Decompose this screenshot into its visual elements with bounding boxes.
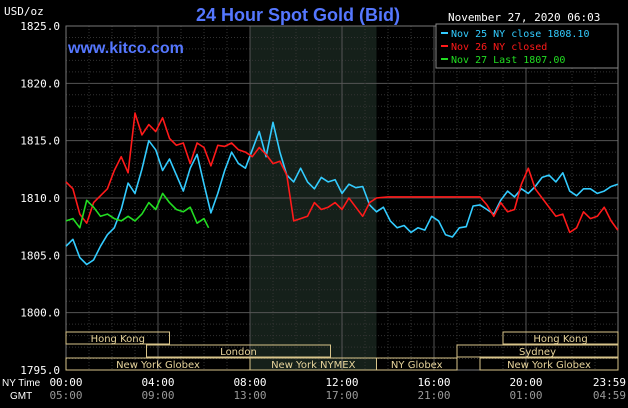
y-axis-unit-label: USD/oz [4, 5, 44, 18]
x-tick-label-ny: 16:00 [417, 376, 450, 389]
session-bar [479, 357, 619, 371]
y-tick-label: 1820.0 [20, 77, 60, 90]
trading-sessions: Hong Kong London New York Globex New York N… [65, 331, 619, 371]
legend-entry: Nov 25 NY close 1808.10 [451, 29, 589, 40]
legend-entry: Nov 27 Last 1807.00 [451, 55, 565, 66]
y-tick-label: 1825.0 [20, 20, 60, 33]
x-axis-tick-labels: 00:00 04:00 08:00 12:00 16:00 20:00 23:59 05:00… [49, 376, 626, 402]
chart-title: 24 Hour Spot Gold (Bid) [196, 5, 400, 25]
session-label: London [220, 347, 257, 358]
x-tick-label-gmt: 17:00 [325, 389, 358, 402]
y-axis-tick-labels: 1825.0 1820.0 1815.0 1810.0 1805.0 1800.0 1795… [20, 20, 60, 377]
legend-box [435, 23, 619, 69]
x-tick-label-ny: 04:00 [141, 376, 174, 389]
session-bar [146, 344, 331, 358]
y-tick-label: 1800.0 [20, 307, 60, 320]
ny-time-row-label: NY Time [2, 378, 41, 389]
legend: Nov 25 NY close 1808.10 Nov 26 NY closed N… [435, 23, 619, 69]
session-bar [376, 357, 458, 371]
legend-entry: Nov 26 NY closed [451, 42, 547, 53]
x-tick-label-gmt: 01:00 [509, 389, 542, 402]
x-tick-label-ny: 12:00 [325, 376, 358, 389]
session-label: Hong Kong [533, 334, 587, 345]
series-lines [65, 112, 619, 266]
x-tick-label-gmt: 04:59 [593, 389, 626, 402]
x-tick-label-gmt: 21:00 [417, 389, 450, 402]
session-label: New York Globex [116, 360, 200, 371]
y-tick-label: 1815.0 [20, 135, 60, 148]
y-tick-label: 1805.0 [20, 249, 60, 262]
y-tick-label: 1795.0 [20, 364, 60, 377]
session-label: Sydney [519, 347, 556, 358]
session-bar [65, 331, 170, 345]
kitco-watermark: www.kitco.com [67, 40, 184, 57]
x-tick-label-ny: 20:00 [509, 376, 542, 389]
x-tick-label-gmt: 13:00 [233, 389, 266, 402]
x-tick-label-ny: 00:00 [49, 376, 82, 389]
session-label: New York Globex [507, 360, 591, 371]
series-line-2 [65, 112, 619, 234]
session-label: Hong Kong [91, 334, 145, 345]
timestamp: November 27, 2020 06:03 [448, 11, 600, 24]
x-tick-label-ny: 23:59 [593, 376, 626, 389]
x-tick-label-gmt: 09:00 [141, 389, 174, 402]
session-label: NY Globex [391, 360, 443, 371]
y-tick-label: 1810.0 [20, 192, 60, 205]
session-bar [456, 344, 619, 358]
x-tick-label-gmt: 05:00 [49, 389, 82, 402]
grid-lines [65, 25, 619, 371]
series-line-1 [65, 121, 619, 266]
gmt-row-label: GMT [10, 391, 32, 402]
session-bar [502, 331, 619, 345]
x-tick-label-ny: 08:00 [233, 376, 266, 389]
session-label: New York NYMEX [271, 360, 356, 371]
series-line-3 [65, 192, 210, 229]
